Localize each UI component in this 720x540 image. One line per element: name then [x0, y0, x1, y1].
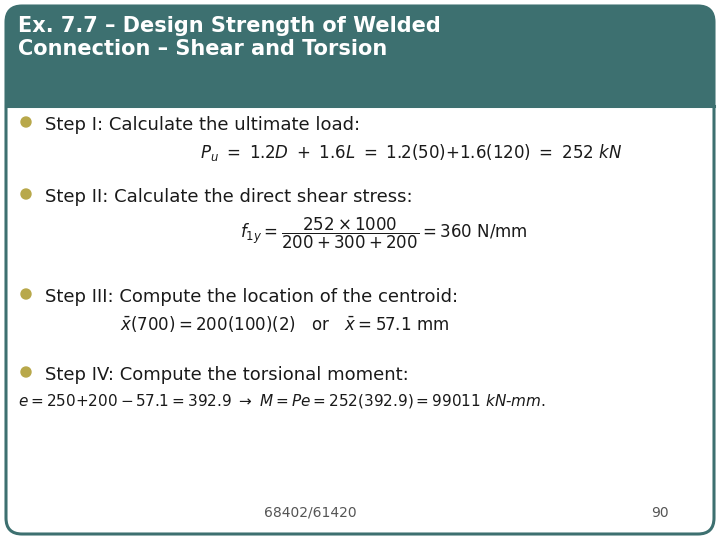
Text: $P_u\ =\ 1.2D\ +\ 1.6L\ =\ 1.2(50){+}1.6(120)\ =\ 252\ kN$: $P_u\ =\ 1.2D\ +\ 1.6L\ =\ 1.2(50){+}1.6…	[200, 142, 622, 163]
Text: Connection – Shear and Torsion: Connection – Shear and Torsion	[18, 39, 387, 59]
Text: $e = 250{+}200-57.1 = 392.9\ \rightarrow\ M = Pe = 252(392.9){=}99011\ kN\text{-: $e = 250{+}200-57.1 = 392.9\ \rightarrow…	[18, 392, 546, 410]
Circle shape	[21, 189, 31, 199]
Text: $f_{1y} = \dfrac{252\times1000}{200+300+200} = 360\ \mathrm{N/mm}$: $f_{1y} = \dfrac{252\times1000}{200+300+…	[240, 216, 528, 251]
Text: $\bar{x}(700) = 200(100)(2)\quad\mathrm{or}\quad \bar{x} = 57.1\ \mathrm{mm}$: $\bar{x}(700) = 200(100)(2)\quad\mathrm{…	[120, 314, 449, 334]
FancyBboxPatch shape	[6, 6, 714, 106]
Text: 68402/61420: 68402/61420	[264, 506, 356, 520]
Text: Step I: Calculate the ultimate load:: Step I: Calculate the ultimate load:	[45, 116, 360, 134]
Text: Ex. 7.7 – Design Strength of Welded: Ex. 7.7 – Design Strength of Welded	[18, 16, 441, 36]
Bar	[6, 88, 714, 106]
Circle shape	[21, 117, 31, 127]
Text: Step II: Calculate the direct shear stress:: Step II: Calculate the direct shear stre…	[45, 188, 413, 206]
Circle shape	[21, 367, 31, 377]
Circle shape	[21, 289, 31, 299]
Text: Step III: Compute the location of the centroid:: Step III: Compute the location of the ce…	[45, 288, 458, 306]
FancyBboxPatch shape	[6, 6, 714, 534]
Text: 90: 90	[651, 506, 669, 520]
Text: Step IV: Compute the torsional moment:: Step IV: Compute the torsional moment:	[45, 366, 409, 384]
